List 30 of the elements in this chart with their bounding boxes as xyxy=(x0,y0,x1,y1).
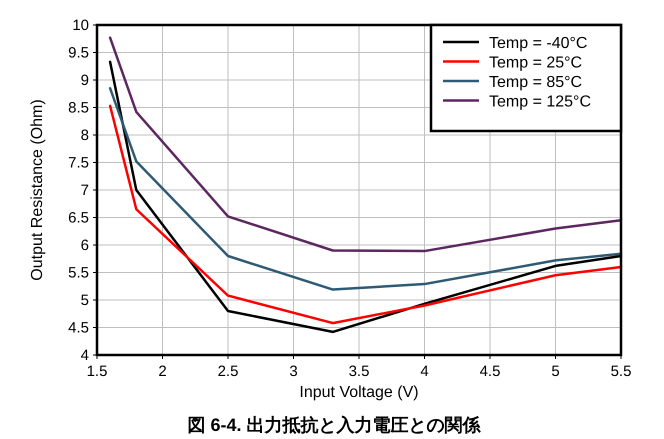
y-tick-label: 9 xyxy=(80,72,89,89)
y-tick-label: 9.5 xyxy=(68,44,89,62)
y-tick-label: 5 xyxy=(80,292,89,309)
x-tick-label: 2.5 xyxy=(218,363,238,380)
x-tick-label: 1.5 xyxy=(86,363,108,380)
y-tick-label: 7 xyxy=(80,182,89,199)
y-tick-label: 8.5 xyxy=(68,100,89,116)
x-tick-label: 4.5 xyxy=(480,363,500,380)
y-tick-label: 7.5 xyxy=(68,154,89,172)
y-axis-title: Output Resistance (Ohm) xyxy=(29,99,46,281)
legend-label: Temp = 125°C xyxy=(489,94,592,110)
y-tick-label: 8 xyxy=(80,127,89,144)
x-tick-label: 4 xyxy=(420,363,429,380)
y-tick-label: 6 xyxy=(80,237,89,254)
legend-label: Temp = -40°C xyxy=(489,35,588,52)
y-tick-label: 4 xyxy=(80,347,89,364)
x-tick-label: 5.5 xyxy=(610,363,632,380)
line-series xyxy=(108,36,622,252)
x-tick-label: 3 xyxy=(289,363,298,380)
x-axis-title: Input Voltage (V) xyxy=(299,384,419,401)
legend-label: Temp = 25°C xyxy=(489,54,582,72)
y-tick-label: 6.5 xyxy=(68,210,89,226)
x-tick-label: 5 xyxy=(551,363,560,380)
y-tick-label: 4.5 xyxy=(68,320,89,336)
x-tick-label: 2 xyxy=(158,363,167,380)
y-tick-label: 5.5 xyxy=(68,264,89,282)
x-tick-label: 3.5 xyxy=(348,363,370,380)
y-tick-label: 10 xyxy=(72,17,89,34)
legend-label: Temp = 85°C xyxy=(489,74,582,91)
text: 図 6-4. 出力抵抗と入力電圧との関係 xyxy=(187,415,482,435)
